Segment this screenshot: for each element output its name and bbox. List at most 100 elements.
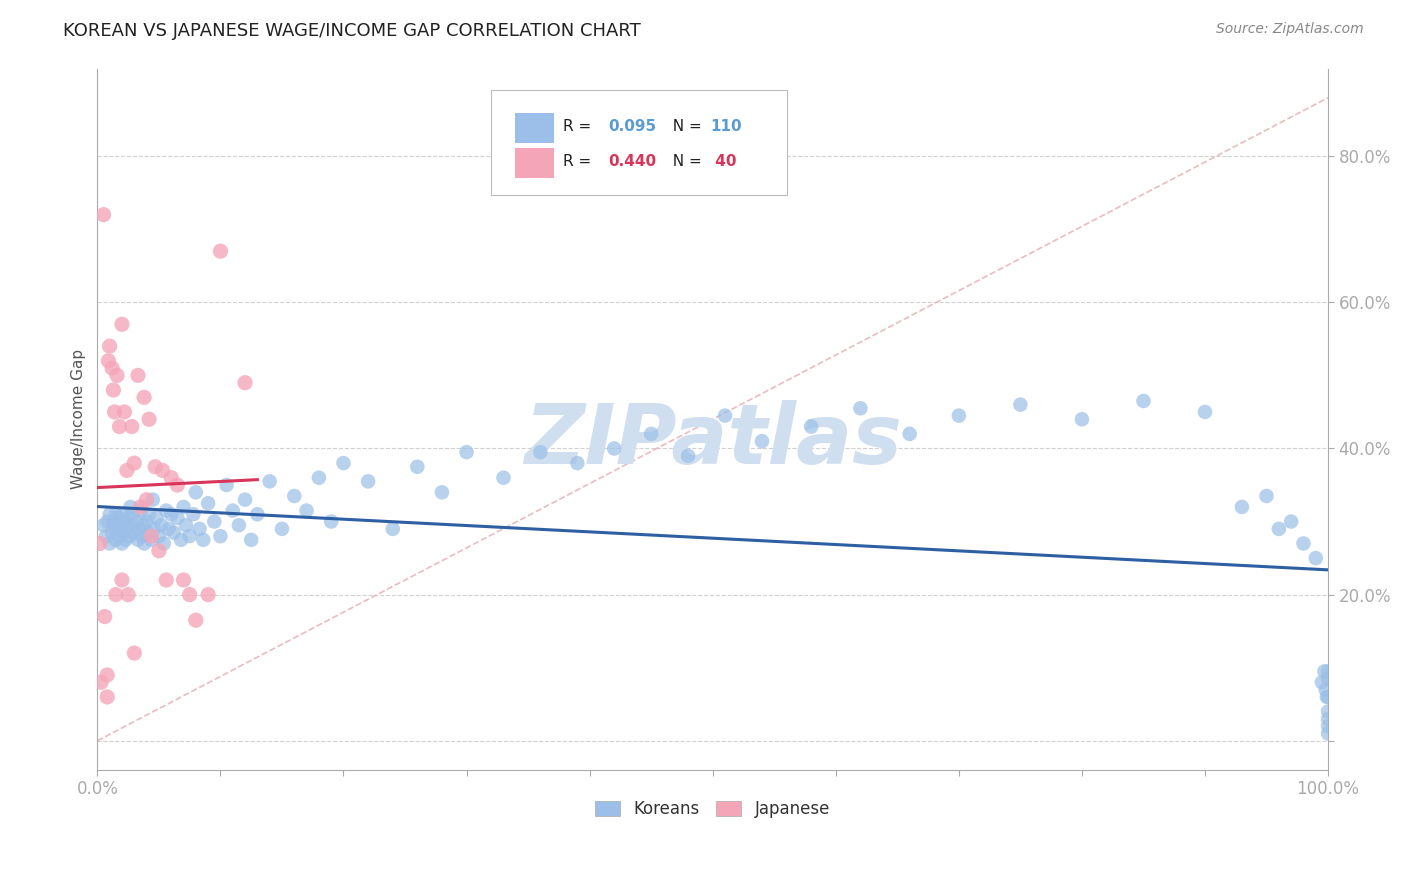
Point [1313, 665, 1336, 679]
FancyBboxPatch shape [515, 148, 554, 178]
Point [197, 496, 219, 510]
Point [357, 475, 380, 489]
Point [193, 533, 215, 547]
Point [121, 419, 143, 434]
Point [148, 543, 170, 558]
Point [121, 518, 143, 533]
Point [166, 511, 188, 525]
Point [197, 588, 219, 602]
Text: 40: 40 [710, 153, 737, 169]
Point [800, 419, 823, 434]
Point [93, 208, 115, 222]
Point [111, 318, 134, 332]
Point [1305, 551, 1327, 566]
Point [124, 525, 146, 540]
Point [259, 475, 281, 489]
Point [103, 515, 125, 529]
Point [134, 390, 156, 404]
Point [105, 522, 128, 536]
Point [114, 533, 136, 547]
Point [117, 588, 139, 602]
Point [1132, 394, 1154, 409]
Point [98, 339, 121, 353]
Point [332, 456, 354, 470]
Point [104, 508, 127, 522]
Point [103, 405, 125, 419]
Point [184, 485, 207, 500]
Point [141, 529, 163, 543]
Point [849, 401, 872, 416]
Point [122, 508, 145, 522]
Point [456, 445, 478, 459]
Point [430, 485, 453, 500]
Point [107, 511, 129, 525]
Point [233, 376, 256, 390]
Point [1317, 665, 1340, 679]
Point [96, 690, 118, 704]
Point [233, 492, 256, 507]
Text: 0.095: 0.095 [609, 119, 657, 134]
Point [104, 588, 127, 602]
Point [93, 518, 115, 533]
Point [142, 492, 165, 507]
Point [1310, 675, 1333, 690]
Point [124, 646, 146, 660]
Text: ZIPatlas: ZIPatlas [524, 400, 901, 481]
Point [112, 525, 135, 540]
Point [138, 508, 160, 522]
Point [134, 536, 156, 550]
Point [1317, 719, 1340, 733]
Point [948, 409, 970, 423]
Point [89, 536, 111, 550]
Point [228, 518, 250, 533]
Point [567, 456, 589, 470]
Point [135, 515, 157, 529]
Point [97, 353, 120, 368]
Text: KOREAN VS JAPANESE WAGE/INCOME GAP CORRELATION CHART: KOREAN VS JAPANESE WAGE/INCOME GAP CORRE… [63, 22, 641, 40]
Point [1315, 682, 1337, 697]
Point [101, 525, 124, 540]
Point [118, 529, 141, 543]
Point [179, 529, 201, 543]
Point [173, 573, 195, 587]
Point [1256, 489, 1278, 503]
Point [155, 573, 177, 587]
Point [148, 529, 170, 543]
Point [150, 518, 173, 533]
Point [111, 508, 134, 522]
Point [1010, 398, 1032, 412]
Point [215, 478, 238, 492]
FancyBboxPatch shape [491, 89, 786, 194]
Point [157, 522, 180, 536]
Point [117, 511, 139, 525]
Text: N =: N = [664, 119, 707, 134]
Point [166, 478, 188, 492]
Point [173, 500, 195, 514]
Point [271, 522, 294, 536]
Point [96, 515, 118, 529]
Point [283, 489, 305, 503]
Point [120, 500, 142, 514]
Point [1317, 672, 1340, 686]
Point [112, 405, 135, 419]
Point [125, 515, 148, 529]
Point [160, 508, 183, 522]
Point [246, 508, 269, 522]
Point [174, 518, 197, 533]
Point [143, 459, 166, 474]
Text: Source: ZipAtlas.com: Source: ZipAtlas.com [1216, 22, 1364, 37]
Point [209, 529, 232, 543]
Point [1268, 522, 1291, 536]
Point [108, 419, 131, 434]
Point [183, 508, 205, 522]
Point [714, 409, 737, 423]
Point [129, 500, 152, 514]
Point [222, 503, 245, 517]
Point [128, 522, 150, 536]
Point [108, 529, 131, 543]
Point [640, 426, 662, 441]
Point [1317, 712, 1340, 726]
Legend: Koreans, Japanese: Koreans, Japanese [589, 794, 837, 825]
Point [115, 522, 138, 536]
Text: 110: 110 [710, 119, 742, 134]
